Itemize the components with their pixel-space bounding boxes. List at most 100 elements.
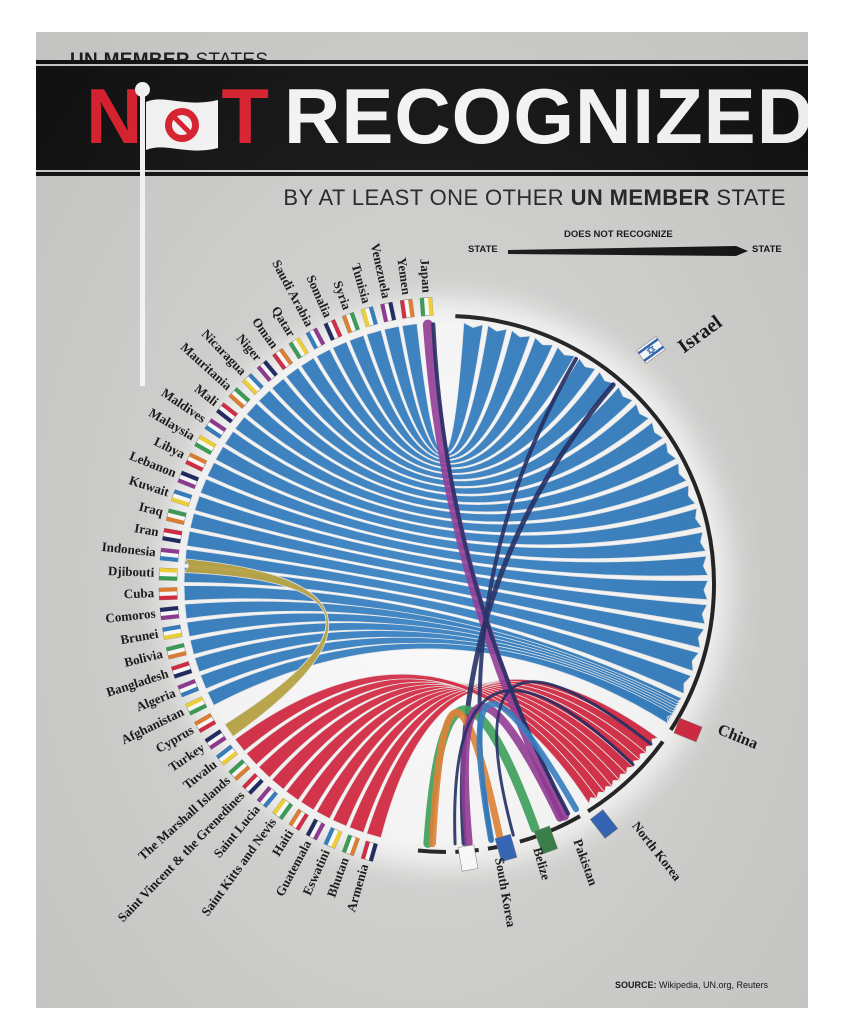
- link-belize-north-korea: [476, 700, 579, 844]
- label-brunei: Brunei: [119, 626, 160, 647]
- flag-niger: [256, 359, 279, 383]
- ribbon-saudi-arabia-israel: [315, 348, 597, 474]
- ribbon-yemen-israel: [401, 321, 484, 455]
- special-ribbons: [422, 319, 653, 848]
- ribbon-armenia-china: [366, 678, 660, 839]
- ribbon-saint-kitts-and-nevis-china: [285, 682, 628, 801]
- ribbon-mauritania-israel: [245, 402, 677, 513]
- ribbon-iran-israel: [186, 530, 705, 649]
- flag-nicaragua: [241, 373, 264, 396]
- ribbon-guatemala-china: [315, 683, 641, 820]
- flag-syria: [341, 311, 360, 334]
- flag-bolivia: [165, 642, 187, 660]
- flag-malaysia: [194, 434, 217, 456]
- flag-maldives: [204, 418, 227, 439]
- label-indonesia: Indonesia: [101, 539, 157, 560]
- flag-bhutan: [341, 834, 360, 857]
- flag-pakistan: [534, 825, 558, 855]
- ribbon-somalia-israel: [332, 341, 576, 469]
- label-iran: Iran: [133, 520, 161, 539]
- ribbon-lebanon-israel: [199, 478, 709, 577]
- legend-arrow: [508, 246, 748, 256]
- ribbon-bhutan-china: [348, 680, 654, 834]
- flag-iran: [162, 527, 183, 544]
- label-cuba: Cuba: [124, 585, 155, 601]
- ribbon-mali-israel: [234, 416, 688, 523]
- flag-libya: [185, 452, 208, 472]
- flag-brunei: [162, 624, 183, 641]
- flag-saint-vincent-and-the-grenedines: [241, 772, 264, 795]
- ribbon-libya-israel: [206, 461, 707, 560]
- target-arcs: [417, 314, 716, 854]
- target-label-china: China: [715, 721, 760, 752]
- ribbon-saint-lucia-china: [271, 681, 621, 791]
- target-label-south-korea: South Korea: [492, 856, 519, 928]
- page-title: N T RECOGNIZED: [86, 76, 808, 156]
- flag-japan: [419, 297, 434, 317]
- arc-china: [586, 740, 665, 813]
- flag-belize: [494, 833, 518, 863]
- flag-qatar: [288, 337, 309, 360]
- label-bolivia: Bolivia: [123, 646, 165, 670]
- target-label-north-korea: North Korea: [629, 818, 685, 883]
- target-north-korea: North Korea: [589, 809, 685, 884]
- target-israel: Israel: [636, 311, 727, 364]
- target-label-pakistan: Pakistan: [570, 837, 601, 888]
- flag-saint-kitts-and-nevis: [272, 797, 294, 821]
- ribbon-tuvalu-china: [234, 673, 598, 805]
- ribbon-oman-israel: [285, 367, 634, 487]
- flag-armenia: [360, 840, 378, 862]
- flag-turkey: [204, 729, 227, 750]
- flag-saint-lucia: [256, 785, 279, 809]
- flag-mauritania: [228, 387, 251, 409]
- flag-somalia: [323, 319, 343, 342]
- flag-north-korea: [589, 809, 619, 839]
- target-china: China: [673, 717, 760, 753]
- flag-yemen: [399, 298, 415, 319]
- label-djibouti: Djibouti: [108, 563, 155, 580]
- ribbon-kuwait-israel: [194, 495, 709, 601]
- legend-from: STATE: [468, 244, 498, 255]
- flagpole-finial: [135, 82, 150, 97]
- flag-venezuela: [380, 301, 397, 323]
- flag-mali: [215, 402, 239, 424]
- ribbon-turkey-cyprus: [183, 558, 329, 738]
- ribbon-nicaragua-israel: [258, 389, 665, 504]
- ribbon-indonesia-israel: [184, 548, 700, 672]
- label-yemen: Yemen: [394, 256, 414, 296]
- ribbon-eswatini-china: [332, 682, 648, 827]
- flag-cyprus: [194, 712, 217, 734]
- link-south-korea-china: [453, 689, 635, 846]
- flag-south-korea: [457, 844, 479, 872]
- flag-iraq: [165, 508, 187, 526]
- flagpole: [140, 86, 145, 386]
- label-iraq: Iraq: [137, 499, 165, 520]
- flag-djibouti: [158, 567, 178, 581]
- flag-cuba: [158, 587, 178, 601]
- target-label-israel: Israel: [674, 311, 727, 358]
- ribbon-maldives-israel: [224, 430, 697, 534]
- title-letter-n: N: [86, 72, 144, 160]
- label-japan: Japan: [417, 258, 434, 294]
- ribbon-malaysia-israel: [214, 446, 703, 546]
- flag-kuwait: [170, 489, 193, 507]
- flag-china: [673, 717, 703, 743]
- chord-diagram: ArmeniaBhutanEswatiniGuatemalaHaitiSaint…: [101, 242, 760, 929]
- flag-oman: [272, 347, 294, 371]
- flag-tunisia: [360, 306, 378, 328]
- flag-saudi-arabia: [305, 327, 326, 350]
- ribbon-saint-vincent-and-the-grenedines-china: [258, 679, 613, 794]
- ribbons: [183, 321, 709, 839]
- flag-tuvalu: [215, 744, 239, 766]
- arc-armenia: [417, 848, 447, 854]
- link-pakistan-china: [495, 680, 653, 837]
- arc-israel: [455, 314, 716, 732]
- ribbon-syria-israel: [348, 334, 554, 464]
- title-word: RECOGNIZED: [284, 72, 808, 160]
- label-saint-vincent-and-the-grenedines: Saint Vincent & the Grenedines: [114, 788, 247, 925]
- ribbon-venezuela-israel: [383, 324, 508, 458]
- ribbon-qatar-israel: [300, 357, 616, 480]
- flag-algeria: [177, 678, 200, 698]
- flag-afghanistan: [185, 696, 208, 716]
